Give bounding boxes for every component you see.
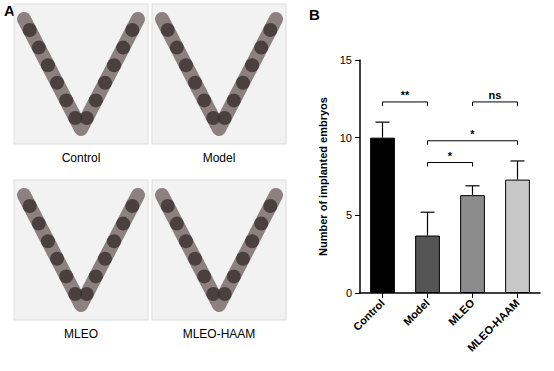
svg-text:Number of implanted embryos: Number of implanted embryos	[317, 97, 329, 256]
svg-text:Control: Control	[351, 297, 387, 333]
svg-text:5: 5	[346, 209, 352, 221]
svg-text:0: 0	[346, 287, 352, 299]
svg-text:Model: Model	[203, 151, 236, 165]
svg-text:MLEO: MLEO	[446, 296, 477, 327]
svg-text:*: *	[470, 128, 475, 140]
svg-text:MLEO-HAAM: MLEO-HAAM	[465, 297, 522, 354]
svg-text:10: 10	[340, 132, 352, 144]
svg-text:Model: Model	[401, 297, 432, 328]
svg-text:ns: ns	[489, 89, 502, 101]
svg-text:Control: Control	[62, 151, 101, 165]
svg-text:15: 15	[340, 54, 352, 66]
svg-text:B: B	[309, 6, 320, 23]
svg-text:*: *	[448, 150, 453, 162]
svg-text:A: A	[4, 2, 15, 19]
svg-text:MLEO: MLEO	[64, 327, 98, 341]
svg-text:**: **	[401, 89, 410, 101]
svg-text:MLEO-HAAM: MLEO-HAAM	[183, 327, 256, 341]
